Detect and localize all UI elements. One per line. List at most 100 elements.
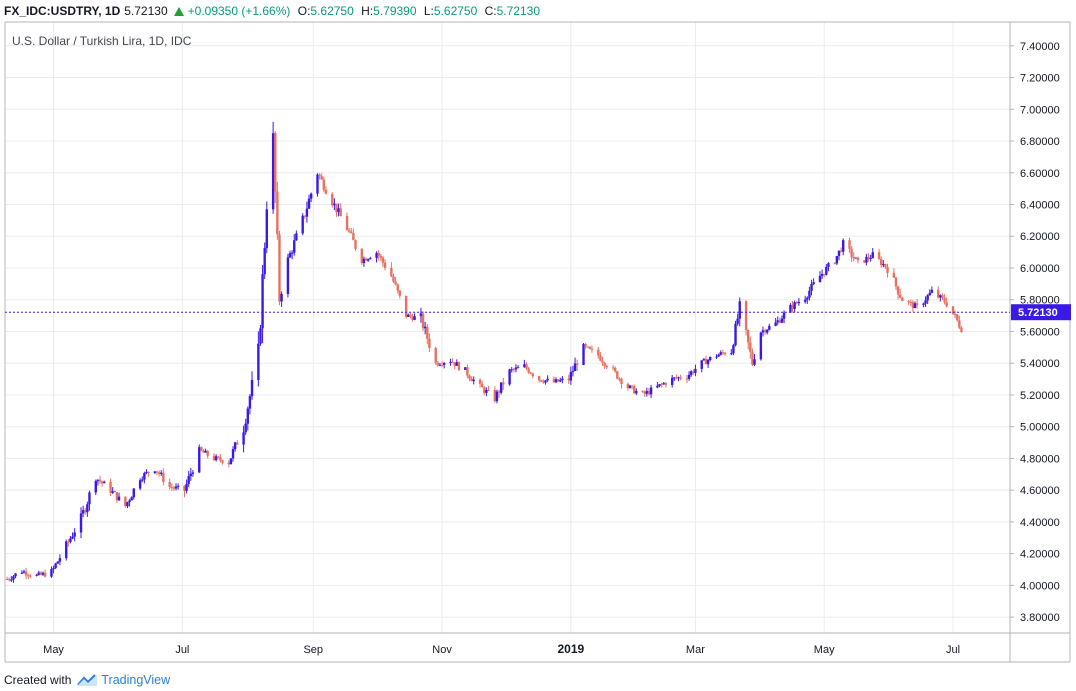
candle-body: [670, 377, 674, 385]
candle-body: [852, 257, 855, 259]
candle-body: [877, 252, 881, 259]
candle-body: [132, 488, 135, 498]
candle-body: [438, 364, 442, 366]
candle-body: [183, 485, 186, 491]
candle-body: [869, 258, 872, 260]
candle-body: [761, 330, 765, 333]
candle-body: [573, 363, 577, 372]
candle-body: [14, 573, 17, 577]
y-tick-label: 6.00000: [1020, 263, 1060, 275]
candle-body: [842, 240, 845, 252]
candle-body: [141, 479, 144, 481]
y-tick-label: 5.80000: [1020, 295, 1060, 307]
tradingview-link[interactable]: TradingView: [101, 673, 171, 687]
candle-body: [823, 273, 826, 275]
candle-body: [337, 208, 340, 213]
candle-body: [69, 538, 72, 542]
candle-body: [442, 362, 446, 365]
y-tick-label: 4.80000: [1020, 453, 1060, 465]
candle-body: [795, 302, 798, 304]
candle-body: [350, 231, 353, 233]
candle-body: [259, 328, 262, 344]
candle-body: [605, 365, 608, 368]
candle-body: [436, 362, 440, 366]
candle-body: [719, 352, 722, 355]
candle-body: [926, 295, 929, 301]
candle-body: [409, 314, 412, 317]
candle-body: [768, 325, 771, 330]
candle-body: [582, 344, 585, 365]
candle-body: [896, 286, 900, 295]
candle-body: [776, 320, 779, 323]
candle-body: [217, 456, 220, 458]
candle-body: [480, 383, 484, 388]
candle-body: [309, 193, 313, 199]
candle-body: [907, 301, 910, 303]
candle-body: [88, 492, 91, 505]
candle-body: [168, 481, 171, 488]
candle-body: [567, 378, 570, 381]
candle-body: [871, 252, 874, 259]
candle-body: [352, 232, 355, 241]
candle-body: [584, 344, 587, 347]
candle-body: [692, 371, 695, 373]
candle-body: [837, 250, 841, 257]
candle-body: [404, 295, 408, 317]
candle-body: [56, 561, 59, 564]
last-price-label: 5.72130: [1018, 307, 1058, 319]
candle-body: [423, 326, 427, 329]
candle-body: [782, 312, 786, 319]
candle-body: [316, 174, 319, 194]
candle-body: [808, 290, 811, 298]
candle-body: [544, 380, 547, 383]
candle-body: [706, 360, 710, 365]
y-tick-label: 7.40000: [1020, 41, 1060, 53]
candle-body: [320, 176, 323, 180]
candle-body: [525, 364, 528, 369]
candle-body: [324, 189, 328, 194]
x-tick-label: May: [814, 644, 835, 656]
candle-body: [295, 233, 298, 241]
x-tick-label: May: [43, 644, 64, 656]
candle-body: [221, 460, 224, 463]
candle-body: [774, 322, 777, 326]
candle-body: [128, 500, 131, 503]
candle-body: [170, 487, 173, 489]
candle-body: [542, 381, 545, 383]
candle-body: [531, 373, 535, 377]
candle-body: [641, 391, 644, 393]
candle-body: [185, 483, 188, 491]
candle-body: [322, 179, 326, 190]
candle-body: [753, 359, 756, 365]
candle-body: [366, 259, 370, 261]
candle-body: [715, 356, 718, 358]
candle-body: [540, 380, 543, 382]
candle-body: [899, 294, 902, 298]
candle-body: [702, 358, 706, 361]
candle-body: [472, 379, 475, 382]
candle-body: [590, 348, 594, 350]
candle-body: [98, 479, 102, 482]
candle-body: [204, 450, 207, 453]
candle-body: [96, 479, 100, 482]
candle-body: [945, 302, 948, 307]
plot-area: [5, 22, 1010, 633]
candle-body: [812, 282, 815, 285]
candle-body: [303, 215, 307, 217]
candle-body: [863, 260, 866, 263]
candle-body: [369, 258, 372, 260]
candle-body: [453, 362, 456, 366]
candle-body: [818, 275, 822, 283]
candle-body: [440, 364, 444, 366]
candle-body: [765, 329, 769, 333]
chart-title: U.S. Dollar / Turkish Lira, 1D, IDC: [12, 34, 192, 48]
x-tick-label: 2019: [557, 642, 584, 656]
close-label: C:: [484, 4, 497, 18]
price-chart[interactable]: 3.80000 4.00000 4.20000 4.40000 4.60000 4.800…: [0, 0, 1076, 672]
candle-body: [827, 263, 830, 268]
candle-body: [687, 374, 691, 379]
tradingview-logo-icon: [77, 674, 98, 686]
candle-body: [67, 541, 70, 543]
candle-body: [233, 442, 237, 450]
candle-body: [191, 472, 195, 474]
